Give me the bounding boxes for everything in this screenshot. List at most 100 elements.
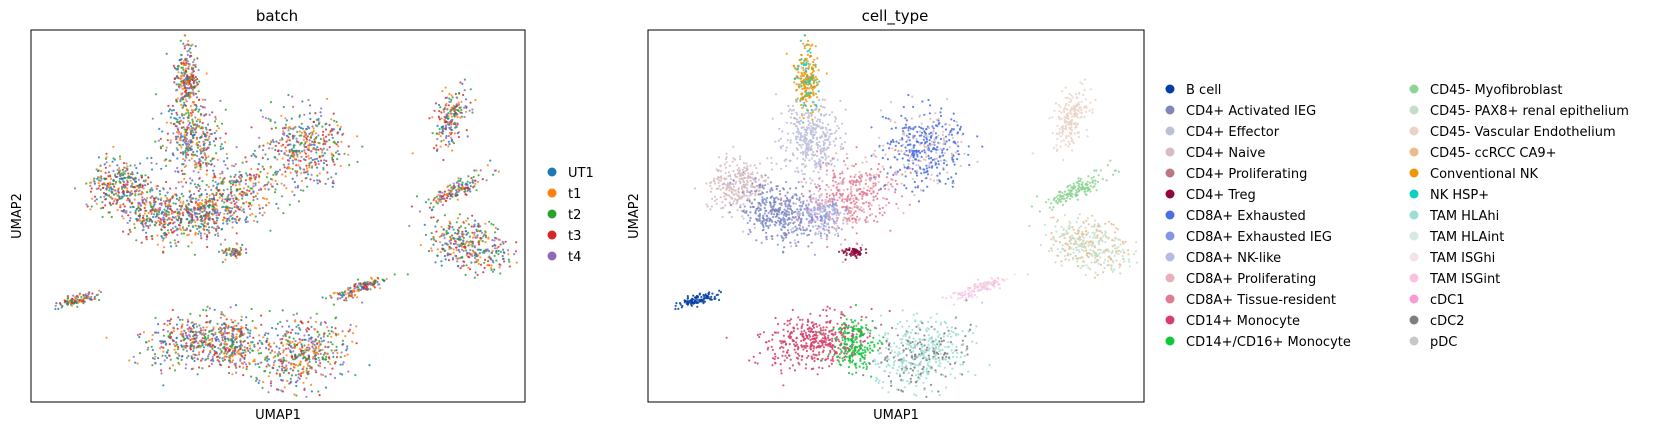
- batch-point: [146, 215, 149, 218]
- batch-point: [274, 126, 277, 129]
- batch-point: [190, 109, 193, 112]
- batch-point: [406, 273, 409, 276]
- batch-point: [272, 140, 275, 143]
- batch-legend-marker: [547, 167, 557, 177]
- batch-point: [126, 221, 129, 225]
- batch-point: [249, 207, 252, 211]
- batch-point: [481, 240, 484, 243]
- cell-type-point: [816, 57, 819, 60]
- batch-point: [162, 334, 165, 337]
- batch-point: [137, 209, 140, 212]
- cell-type-point: [813, 79, 816, 82]
- batch-point: [91, 292, 94, 295]
- batch-point: [168, 207, 172, 210]
- batch-point: [281, 195, 284, 198]
- batch-point: [305, 371, 309, 374]
- batch-point: [173, 66, 176, 69]
- batch-point: [443, 214, 446, 217]
- batch-point: [491, 239, 494, 242]
- cell-type-point: [810, 66, 814, 69]
- batch-point: [192, 324, 195, 328]
- batch-point: [152, 201, 155, 204]
- batch-point: [226, 167, 229, 170]
- batch-point: [467, 223, 470, 226]
- batch-point: [180, 80, 183, 83]
- batch-point: [456, 96, 459, 99]
- batch-point: [199, 187, 202, 190]
- batch-point: [464, 273, 467, 277]
- batch-point: [283, 386, 286, 389]
- batch-point: [166, 319, 169, 322]
- batch-point: [134, 212, 137, 215]
- batch-point: [328, 139, 331, 142]
- batch-point: [484, 241, 487, 244]
- batch-point: [175, 137, 178, 140]
- batch-point: [442, 195, 445, 198]
- batch-point: [266, 142, 269, 145]
- cell-type-point: [803, 128, 806, 131]
- batch-point: [204, 337, 207, 340]
- batch-point: [200, 359, 203, 362]
- batch-point: [310, 366, 313, 369]
- batch-point: [203, 114, 206, 117]
- batch-point: [191, 88, 194, 91]
- batch-point: [172, 65, 175, 68]
- batch-point: [185, 63, 188, 66]
- batch-point: [219, 316, 222, 319]
- batch-point: [85, 203, 88, 206]
- batch-point: [245, 201, 248, 204]
- batch-point: [337, 145, 340, 148]
- batch-point: [143, 212, 146, 215]
- batch-point: [86, 205, 89, 208]
- batch-point: [324, 345, 327, 348]
- batch-point: [280, 144, 283, 147]
- batch-point: [260, 341, 263, 344]
- batch-point: [282, 371, 285, 374]
- batch-point: [443, 254, 446, 258]
- batch-point: [198, 118, 201, 121]
- batch-point: [120, 185, 123, 188]
- batch-point: [482, 249, 485, 252]
- batch-point: [332, 331, 335, 334]
- batch-point: [130, 185, 133, 188]
- batch-point: [433, 147, 436, 150]
- batch-point: [172, 222, 175, 225]
- batch-point: [171, 196, 174, 199]
- batch-point: [134, 192, 137, 195]
- batch-point: [110, 190, 113, 193]
- batch-point: [222, 160, 226, 163]
- batch-point: [289, 157, 292, 160]
- batch-point: [186, 77, 189, 80]
- batch-point: [170, 228, 173, 231]
- batch-point: [242, 202, 245, 205]
- batch-point: [205, 147, 209, 150]
- batch-point: [121, 168, 124, 171]
- cell-type-point: [812, 74, 815, 77]
- batch-point: [241, 243, 244, 247]
- batch-point: [167, 110, 170, 113]
- batch-point: [230, 254, 233, 257]
- batch-point: [221, 359, 225, 362]
- batch-point: [183, 177, 186, 180]
- batch-point: [242, 340, 245, 343]
- batch-point: [181, 355, 184, 358]
- batch-point: [188, 146, 191, 149]
- batch-point: [191, 43, 194, 46]
- batch-point: [123, 181, 126, 184]
- batch-point: [197, 342, 200, 345]
- batch-point: [219, 331, 222, 334]
- batch-point: [240, 248, 243, 251]
- cell-type-point: [810, 76, 813, 79]
- cell-type-point: [806, 75, 809, 78]
- batch-point: [199, 225, 202, 228]
- batch-point: [229, 215, 232, 218]
- batch-point: [297, 373, 300, 376]
- batch-point: [209, 349, 212, 352]
- batch-point: [192, 150, 195, 154]
- batch-point: [468, 109, 471, 112]
- batch-point: [239, 246, 242, 249]
- batch-point: [446, 252, 449, 255]
- batch-point: [193, 79, 196, 82]
- batch-point: [441, 203, 444, 207]
- batch-point: [434, 225, 437, 228]
